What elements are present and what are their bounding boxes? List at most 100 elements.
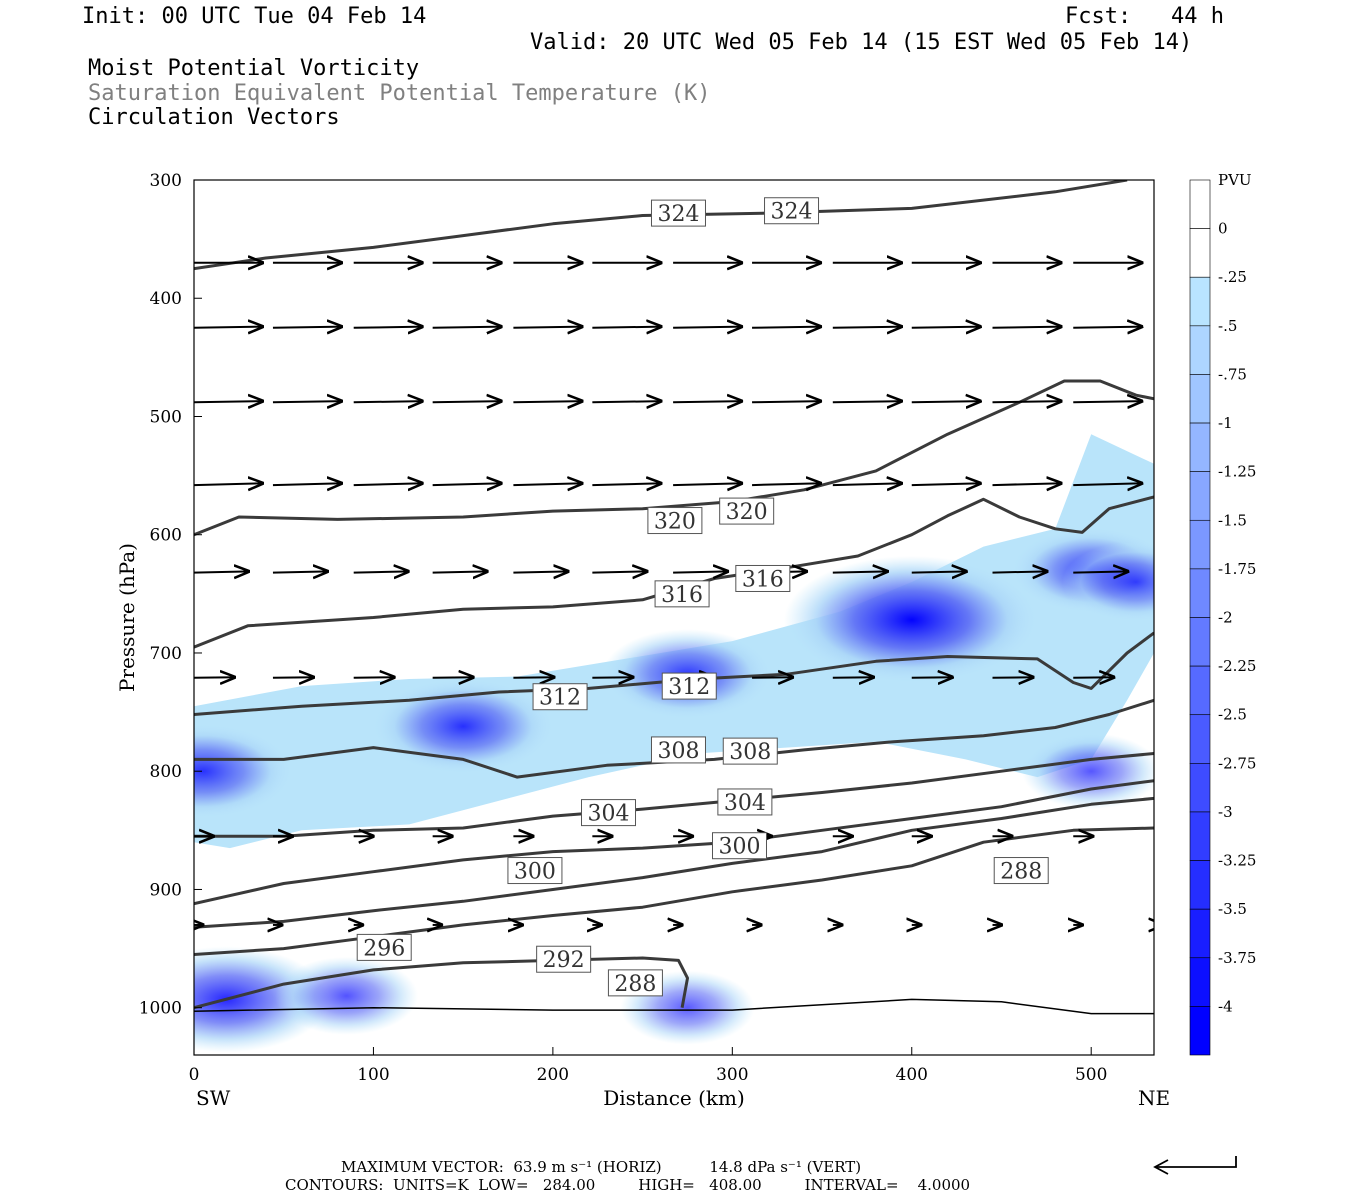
- colorbar-label: -3.5: [1218, 900, 1247, 918]
- colorbar-swatch: [1189, 179, 1211, 229]
- contour-label-box: [650, 199, 706, 227]
- mpv-blob: [371, 678, 555, 775]
- circulation-vector: [911, 571, 968, 572]
- circulation-vector: [673, 327, 743, 328]
- y-tick-label: 300: [150, 171, 182, 191]
- y-tick-label: 400: [150, 289, 182, 309]
- colorbar-swatch: [1189, 422, 1211, 472]
- circulation-vector: [513, 571, 569, 572]
- circulation-vector: [272, 327, 343, 328]
- contour-label: 308: [729, 740, 771, 765]
- colorbar-swatch: [1189, 519, 1211, 570]
- colorbar-label: -3.75: [1218, 949, 1256, 967]
- circulation-vector: [992, 483, 1063, 485]
- circulation-vector: [272, 483, 343, 485]
- colorbar-label: -4: [1218, 997, 1233, 1015]
- circulation-vector: [1153, 326, 1154, 328]
- y-tick-label: 700: [150, 644, 182, 664]
- mpv-blob: [1021, 733, 1154, 810]
- circulation-vector: [272, 677, 315, 678]
- colorbar-swatch: [1189, 811, 1211, 861]
- circulation-vector: [752, 483, 822, 485]
- x-tick-label: 300: [716, 1065, 748, 1085]
- circulation-vector: [513, 401, 583, 402]
- contour-label: 296: [363, 936, 405, 961]
- contour-label: 320: [654, 510, 696, 535]
- circulation-vector: [513, 677, 555, 678]
- contour-label: 312: [539, 686, 581, 711]
- circulation-vector: [353, 571, 410, 572]
- theta-contour-296: [194, 796, 1154, 929]
- contour-label: 316: [661, 583, 703, 608]
- circulation-vector: [673, 483, 743, 485]
- contour-label: 300: [718, 835, 760, 860]
- circulation-vector: [832, 327, 903, 328]
- x-tick-label: 100: [357, 1065, 389, 1085]
- cross-section-chart: 324 324 320 320 316 316 312 312 308 308 304 304 300 3…: [115, 171, 1256, 1110]
- theta-contour-300: [194, 779, 1154, 906]
- contour-label-box: [764, 197, 820, 225]
- mpv-blob: [1062, 542, 1154, 623]
- circulation-vector: [592, 677, 634, 678]
- circulation-vector: [911, 327, 982, 328]
- colorbar-label: -2.5: [1218, 706, 1247, 724]
- y-tick-label: 500: [150, 407, 182, 427]
- colorbar-swatch: [1189, 228, 1211, 278]
- contour-label: 304: [588, 802, 630, 827]
- colorbar-swatch: [1189, 374, 1211, 424]
- colorbar-swatch: [1189, 568, 1211, 618]
- field-title-mpv: Moist Potential Vorticity: [88, 56, 420, 81]
- contour-label-box: [536, 945, 592, 973]
- circulation-vector: [272, 401, 343, 402]
- circulation-vector: [832, 401, 903, 402]
- colorbar-label: -1: [1218, 414, 1233, 432]
- y-axis-label: Pressure (hPa): [115, 543, 139, 692]
- mpv-blob: [194, 723, 294, 819]
- circulation-vector: [673, 401, 743, 402]
- colorbar-swatch: [1189, 860, 1211, 910]
- circulation-vector: [752, 401, 822, 402]
- circulation-vector: [1073, 677, 1115, 678]
- contour-label-box: [647, 507, 703, 535]
- circulation-vector: [1073, 571, 1129, 572]
- x-axis-left-end: SW: [196, 1086, 231, 1110]
- circulation-vector: [911, 483, 982, 485]
- colorbar-label: -2.25: [1218, 657, 1256, 675]
- y-tick-label: 800: [150, 762, 182, 782]
- theta-contour-324: [194, 180, 1128, 271]
- colorbar-swatch: [1189, 763, 1211, 813]
- circulation-vector: [272, 571, 329, 572]
- contour-label: 288: [614, 972, 656, 997]
- circulation-vector: [992, 401, 1063, 402]
- y-tick-label: 600: [150, 526, 182, 546]
- circulation-vector: [194, 401, 264, 402]
- colorbar-label: -1.25: [1218, 463, 1256, 481]
- circulation-vector: [592, 483, 662, 485]
- circulation-vector: [1073, 401, 1143, 402]
- contour-label-box: [654, 580, 710, 608]
- colorbar-label: -.75: [1218, 365, 1247, 383]
- circulation-vector: [432, 401, 503, 402]
- circulation-vector: [911, 677, 954, 678]
- theta-contour-316: [194, 495, 1154, 649]
- colorbar-swatch: [1189, 325, 1211, 375]
- contour-label-box: [356, 933, 412, 961]
- y-tick-label: 1000: [139, 999, 182, 1019]
- contour-label: 300: [514, 860, 556, 885]
- circulation-vector: [353, 401, 424, 402]
- mpv-blob: [784, 555, 1040, 684]
- contour-label: 288: [1000, 860, 1042, 885]
- circulation-vector: [1153, 484, 1154, 486]
- theta-contour-320: [194, 379, 1154, 537]
- colorbar-label: -1.75: [1218, 560, 1256, 578]
- x-axis-right-end: NE: [1138, 1086, 1170, 1110]
- circulation-vector: [592, 401, 662, 402]
- colorbar-swatch: [1189, 1006, 1211, 1056]
- contour-label: 324: [657, 202, 699, 227]
- contour-label-box: [735, 564, 791, 592]
- circulation-vector: [992, 677, 1035, 678]
- contour-label-box: [581, 799, 637, 827]
- plot-frame: [193, 179, 1155, 1056]
- contour-label-box: [993, 857, 1049, 885]
- colorbar-swatch: [1189, 617, 1211, 667]
